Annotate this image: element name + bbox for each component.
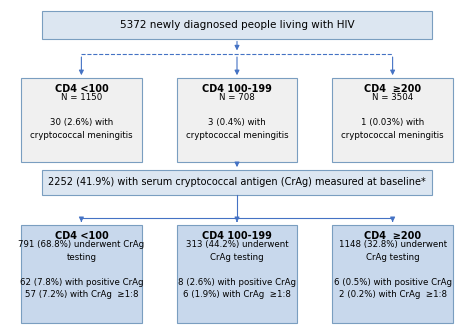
Text: 2252 (41.9%) with serum cryptococcal antigen (CrAg) measured at baseline*: 2252 (41.9%) with serum cryptococcal ant… [48,177,426,187]
FancyBboxPatch shape [21,225,142,324]
Text: CD4 100-199: CD4 100-199 [202,231,272,241]
FancyBboxPatch shape [177,225,297,324]
Text: CD4 <100: CD4 <100 [55,231,108,241]
Text: CD4  ≥200: CD4 ≥200 [364,231,421,241]
FancyBboxPatch shape [42,170,432,195]
Text: 1148 (32.8%) underwent
CrAg testing

6 (0.5%) with positive CrAg
2 (0.2%) with C: 1148 (32.8%) underwent CrAg testing 6 (0… [334,240,452,299]
Text: CD4 100-199: CD4 100-199 [202,84,272,94]
FancyBboxPatch shape [42,11,432,39]
Text: 5372 newly diagnosed people living with HIV: 5372 newly diagnosed people living with … [120,20,354,30]
Text: CD4 <100: CD4 <100 [55,84,108,94]
Text: CD4  ≥200: CD4 ≥200 [364,84,421,94]
Text: N = 3504

1 (0.03%) with
cryptococcal meningitis: N = 3504 1 (0.03%) with cryptococcal men… [341,93,444,140]
FancyBboxPatch shape [332,78,453,162]
FancyBboxPatch shape [177,78,297,162]
Text: 313 (44.2%) underwent
CrAg testing

8 (2.6%) with positive CrAg
6 (1.9%) with Cr: 313 (44.2%) underwent CrAg testing 8 (2.… [178,240,296,299]
Text: N = 708

3 (0.4%) with
cryptococcal meningitis: N = 708 3 (0.4%) with cryptococcal menin… [186,93,288,140]
FancyBboxPatch shape [332,225,453,324]
Text: N = 1150

30 (2.6%) with
cryptococcal meningitis: N = 1150 30 (2.6%) with cryptococcal men… [30,93,133,140]
Text: 791 (68.8%) underwent CrAg
testing

62 (7.8%) with positive CrAg
57 (7.2%) with : 791 (68.8%) underwent CrAg testing 62 (7… [18,240,145,299]
FancyBboxPatch shape [21,78,142,162]
